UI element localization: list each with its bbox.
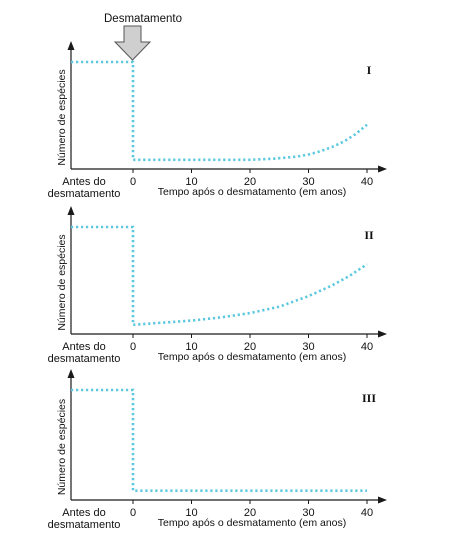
before-deforestation-label: desmatamento	[48, 519, 121, 531]
annotation-text: Desmatamento	[104, 13, 182, 25]
x-tick-label: 10	[185, 341, 197, 353]
x-tick-label: 40	[361, 341, 373, 353]
panel-label: I	[367, 63, 372, 77]
before-deforestation-label: Antes do	[62, 507, 105, 519]
x-tick-label: 40	[361, 507, 373, 519]
species-series-line	[71, 225, 368, 327]
species-series-line	[71, 60, 368, 162]
x-tick-label: 20	[244, 176, 256, 188]
x-tick-label: 30	[302, 176, 314, 188]
deforestation-annotation: Desmatamento	[104, 13, 182, 61]
y-axis-arrow-icon	[67, 369, 75, 378]
x-tick-label: 0	[130, 341, 136, 353]
before-deforestation-label: Antes do	[62, 176, 105, 188]
x-axis-title: Tempo após o desmatamento (em anos)	[158, 351, 347, 363]
y-axis-arrow-icon	[67, 206, 75, 215]
x-tick-label: 20	[244, 341, 256, 353]
down-arrow-icon	[113, 25, 152, 61]
y-axis-arrow-icon	[67, 41, 75, 50]
x-tick-label: 20	[244, 507, 256, 519]
x-tick-label: 40	[361, 176, 373, 188]
panel-label: III	[362, 391, 376, 405]
panel-label: II	[364, 228, 374, 242]
before-deforestation-label: desmatamento	[48, 188, 121, 200]
x-axis-arrow-icon	[378, 165, 387, 173]
x-axis-title: Tempo após o desmatamento (em anos)	[158, 186, 347, 198]
y-axis-title: Número de espécies	[56, 69, 68, 165]
x-axis-arrow-icon	[378, 330, 387, 338]
x-tick-label: 0	[130, 176, 136, 188]
x-axis-title: Tempo após o desmatamento (em anos)	[158, 517, 347, 529]
before-deforestation-label: Antes do	[62, 341, 105, 353]
x-tick-label: 0	[130, 507, 136, 519]
x-axis-arrow-icon	[378, 496, 387, 504]
y-axis-title: Número de espécies	[56, 399, 68, 495]
x-tick-label: 10	[185, 176, 197, 188]
y-axis-title: Número de espécies	[56, 234, 68, 330]
species-series-line	[71, 388, 367, 492]
x-tick-label: 30	[302, 341, 314, 353]
x-tick-label: 30	[302, 507, 314, 519]
before-deforestation-label: desmatamento	[48, 353, 121, 365]
x-tick-label: 10	[185, 507, 197, 519]
